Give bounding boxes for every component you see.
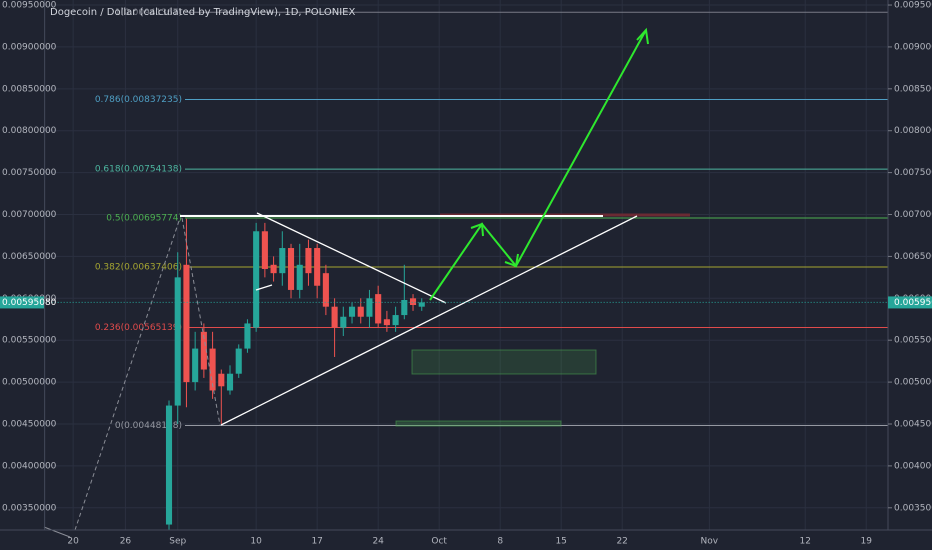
y-tick-label: 0.00900000: [894, 42, 932, 52]
candle-body: [235, 348, 242, 374]
candle-body: [409, 298, 417, 306]
x-tick-label: Nov: [701, 537, 719, 547]
last-price-box: [0, 296, 44, 309]
x-tick-label: 22: [616, 537, 627, 547]
triangle-line: [255, 284, 273, 291]
y-tick-label: 0.00350000: [894, 503, 932, 513]
candle-body: [287, 248, 295, 290]
y-tick-label: 0.00400000: [2, 461, 57, 471]
fib-label: 1(0.00941367): [115, 8, 182, 18]
candle-body: [401, 299, 408, 316]
last-price-box: [888, 296, 932, 309]
last-price-label: 0.00595080: [2, 298, 57, 308]
candle-body: [192, 348, 199, 383]
y-tick-label: 0.00650000: [894, 252, 932, 262]
x-tick-label: 17: [311, 537, 322, 547]
zone: [411, 349, 597, 375]
candles: [165, 218, 425, 530]
fib-label: 0.382(0.00637406): [95, 262, 182, 272]
candle-body: [392, 315, 399, 326]
candle-body: [305, 248, 312, 274]
chart-title: Dogecoin / Dollar (calculated by Trading…: [50, 7, 355, 18]
x-tick-label: 8: [497, 537, 503, 547]
candle-body: [279, 248, 286, 274]
fib-label: 0.236(0.00565139): [95, 323, 182, 333]
candle-body: [314, 248, 321, 286]
candle-body: [340, 316, 347, 328]
projection-arrow: [429, 29, 647, 301]
y-tick-label: 0.00400000: [894, 461, 932, 471]
fibonacci: 1(0.00941367) 0.786(0.00837235) 0.618(0.00…: [95, 8, 888, 431]
candle-body: [348, 306, 356, 317]
y-tick-label: 0.00550000: [2, 336, 57, 346]
y-tick-label: 0.00500000: [894, 378, 932, 388]
fib-anchor: [74, 217, 181, 531]
candle-body: [200, 331, 207, 370]
arrow-head: [470, 222, 484, 237]
drawings: [43, 27, 690, 538]
arrow-head: [636, 27, 649, 45]
y-tick-label: 0.00750000: [2, 168, 57, 178]
zone: [395, 420, 562, 427]
fib-anchor: [43, 526, 71, 538]
candle-body: [296, 264, 303, 290]
candle-body: [418, 302, 425, 307]
y-tick-label: 0.00950000: [894, 1, 932, 11]
x-tick-label: 19: [860, 537, 872, 547]
candle-body: [366, 298, 373, 317]
y-tick-label: 0.00350000: [2, 503, 57, 513]
y-tick-label: 0.00650000: [2, 252, 57, 262]
y-tick-label: 0.00950000: [2, 1, 57, 11]
y-tick-label: 0.00750000: [894, 168, 932, 178]
candle-body: [331, 306, 338, 328]
candle-body: [226, 373, 234, 391]
fib-anchor: [181, 217, 221, 426]
x-tick-label: Sep: [169, 537, 186, 547]
candle-body: [357, 306, 364, 317]
y-tick-label: 0.00550000: [894, 336, 932, 346]
y-tick-label: 0.00500000: [2, 378, 57, 388]
candle-body: [165, 405, 173, 525]
x-tick-label: 24: [372, 537, 384, 547]
fib-label: 0.618(0.00754138): [95, 165, 182, 175]
candle-body: [270, 264, 277, 274]
x-tick-label: 20: [67, 537, 79, 547]
fib-label: 0.5(0.00695774): [106, 214, 182, 224]
candle-body: [174, 277, 181, 406]
x-tick-label: 10: [250, 537, 262, 547]
x-tick-label: 15: [555, 537, 566, 547]
candle-body: [261, 231, 268, 269]
candle-body: [209, 348, 216, 391]
triangle-line: [256, 212, 447, 304]
y-tick-label: 0.00700000: [2, 210, 57, 220]
x-tick-label: 26: [120, 537, 132, 547]
candle-body: [253, 231, 260, 328]
fib-label: 0(0.00448158): [115, 421, 182, 431]
x-tick-label: 12: [799, 537, 810, 547]
y-tick-label: 0.00800000: [2, 126, 57, 136]
y-tick-label: 0.00900000: [2, 42, 57, 52]
y-tick-label: 0.00700000: [894, 210, 932, 220]
y-tick-label: 0.00800000: [894, 126, 932, 136]
fib-label: 0.786(0.00837235): [95, 95, 182, 105]
y-tick-label: 0.00850000: [2, 84, 57, 94]
candle-body: [322, 273, 329, 307]
y-tick-label: 0.00450000: [2, 420, 57, 430]
candle-body: [218, 373, 225, 387]
arrow-head: [504, 253, 519, 268]
y-tick-label: 0.00850000: [894, 84, 932, 94]
y-tick-label: 0.00450000: [894, 420, 932, 430]
candle-body: [375, 294, 382, 324]
candle-body: [383, 319, 390, 326]
triangle-line: [220, 215, 638, 426]
candle-body: [244, 323, 251, 349]
candle-body: [183, 264, 190, 383]
x-tick-label: Oct: [431, 537, 447, 547]
last-price-label: 0.00595080: [894, 298, 932, 308]
